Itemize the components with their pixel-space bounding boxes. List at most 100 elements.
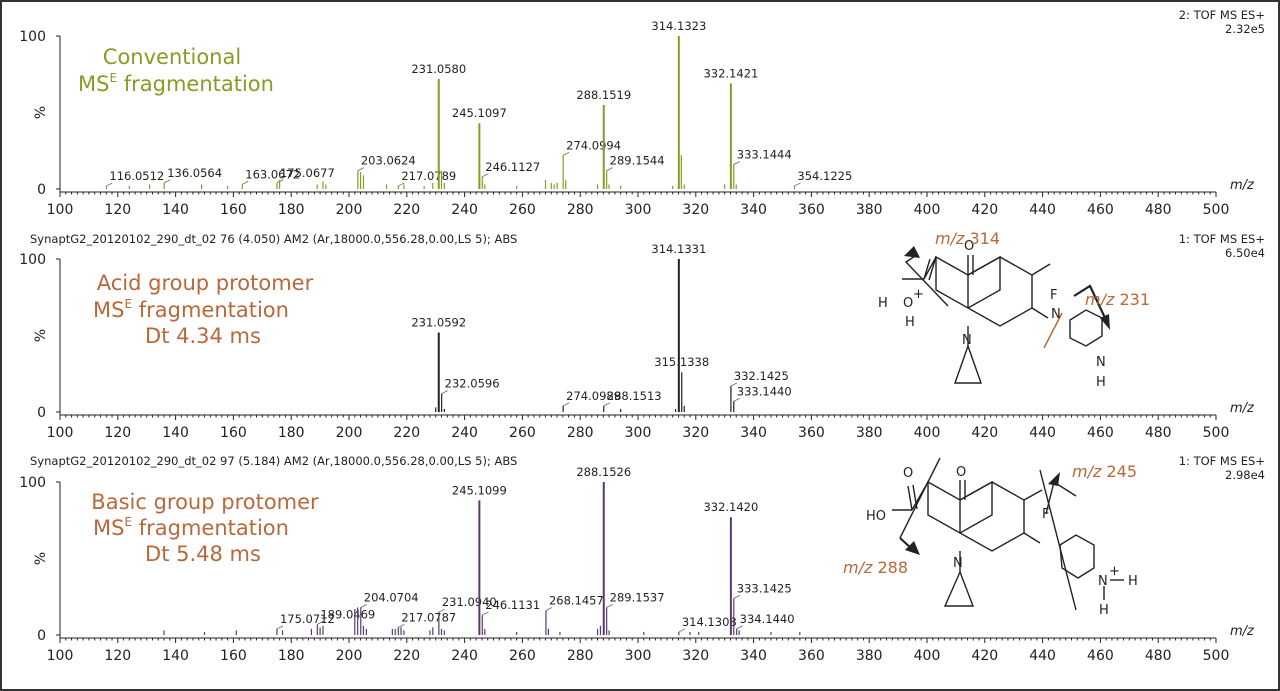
peak-label-leader — [733, 397, 740, 402]
peak-label: 288.1519 — [576, 88, 631, 102]
y-axis-label: % — [33, 106, 49, 119]
peak-label: 268.1457 — [549, 594, 604, 608]
x-tick-label: 200 — [336, 648, 363, 664]
x-tick-label: 400 — [914, 425, 941, 441]
x-tick-label: 420 — [971, 202, 998, 218]
acid-mz231-label: m/z 231 — [1085, 290, 1150, 309]
peak-label-leader — [736, 625, 743, 630]
basic-atom-ho: HO — [866, 509, 886, 524]
acid-atom-o2: O — [964, 239, 974, 254]
acid-atom-f: F — [1050, 288, 1057, 303]
basic-atom-o1: O — [903, 466, 913, 481]
peak-label-leader — [603, 402, 610, 407]
y-tick-label: 100 — [19, 29, 46, 45]
x-tick-label: 180 — [278, 648, 305, 664]
x-tick-label: 300 — [625, 202, 652, 218]
x-tick-label: 360 — [798, 202, 825, 218]
x-tick-label: 340 — [740, 202, 767, 218]
peak-label-leader — [276, 625, 284, 630]
x-tick-label: 420 — [971, 425, 998, 441]
peak-label-leader — [398, 623, 405, 628]
x-tick-label: 280 — [567, 425, 594, 441]
acid-atom-h3: H — [1096, 375, 1106, 390]
peak-label-leader — [733, 161, 740, 165]
x-tick-label: 280 — [567, 202, 594, 218]
x-tick-label: 500 — [1203, 425, 1230, 441]
peak-label: 232.0596 — [445, 377, 500, 391]
x-tick-label: 500 — [1203, 202, 1230, 218]
peak-label: 246.1131 — [485, 598, 540, 612]
acid-piperazine — [1069, 309, 1103, 347]
peak-label: 116.0512 — [109, 169, 164, 183]
spectrum-panel-3: SynaptG2_20120102_290_dt_02 97 (5.184) A… — [19, 454, 1265, 664]
x-tick-label: 220 — [393, 202, 420, 218]
basic-atom-h2: H — [1099, 603, 1109, 618]
peak-label: 315.1338 — [654, 355, 709, 369]
x-tick-label: 240 — [451, 648, 478, 664]
x-tick-label: 340 — [740, 648, 767, 664]
peak-label: 332.1420 — [703, 500, 758, 514]
y-tick-label: 0 — [37, 628, 46, 644]
panel-header-left: SynaptG2_20120102_290_dt_02 76 (4.050) A… — [30, 232, 517, 246]
y-tick-label: 100 — [19, 475, 46, 491]
acid-atom-plus: + — [913, 287, 924, 302]
x-tick-label: 440 — [1029, 648, 1056, 664]
y-tick-label: 0 — [37, 182, 46, 198]
x-tick-label: 320 — [682, 425, 709, 441]
peak-label: 289.1544 — [610, 154, 665, 168]
x-tick-label: 460 — [1087, 202, 1114, 218]
y-tick-label: 0 — [37, 405, 46, 421]
peak-label: 246.1127 — [485, 160, 540, 174]
peak-label-leader — [242, 181, 249, 185]
panel2-title-line1: Acid group protomer — [97, 271, 314, 295]
peak-label: 354.1225 — [797, 169, 852, 183]
x-tick-label: 360 — [798, 425, 825, 441]
peak-label: 231.0592 — [411, 315, 466, 329]
peak-label-leader — [317, 620, 324, 625]
x-tick-label: 140 — [162, 648, 189, 664]
peak-label-leader — [438, 608, 446, 613]
acid-protomer-structure — [902, 246, 1110, 384]
x-tick-label: 260 — [509, 202, 536, 218]
peak-label-leader — [357, 167, 365, 171]
y-axis-label: % — [33, 552, 49, 565]
x-tick-label: 160 — [220, 648, 247, 664]
peak-label: 333.1444 — [737, 148, 792, 162]
acid-atom-n1: N — [962, 333, 972, 348]
peak-label-leader — [164, 179, 171, 184]
peak-label-leader — [398, 182, 405, 187]
x-tick-label: 400 — [914, 648, 941, 664]
x-tick-label: 240 — [451, 202, 478, 218]
x-tick-label: 120 — [104, 425, 131, 441]
x-tick-label: 100 — [47, 202, 74, 218]
basic-atom-f: F — [1042, 507, 1049, 522]
peak-label: 217.0789 — [401, 169, 456, 183]
peak-label-leader — [794, 182, 801, 187]
peak-label: 274.0989 — [566, 389, 621, 403]
spectrum-panel-2: SynaptG2_20120102_290_dt_02 76 (4.050) A… — [19, 232, 1265, 441]
peak-label-leader — [606, 167, 613, 171]
peak-label: 332.1425 — [734, 369, 789, 383]
peak-label: 314.1323 — [651, 19, 706, 33]
peak-label: 333.1425 — [737, 581, 792, 595]
x-tick-label: 300 — [625, 425, 652, 441]
x-axis-label: m/z — [1230, 178, 1255, 193]
basic-protomer-structure — [892, 457, 1124, 611]
acid-atom-h: H — [878, 296, 888, 311]
x-axis-label: m/z — [1230, 401, 1255, 416]
basic-cyclopropyl — [943, 570, 975, 607]
peak-label: 203.0624 — [361, 154, 416, 168]
x-tick-label: 380 — [856, 648, 883, 664]
peak-label: 332.1421 — [703, 66, 758, 80]
basic-atom-o2: O — [956, 465, 966, 480]
basic-mz245-label: m/z 245 — [1072, 462, 1137, 481]
peak-label: 136.0564 — [167, 166, 222, 180]
x-tick-label: 240 — [451, 425, 478, 441]
panel1-title-line1: Conventional — [103, 45, 241, 69]
panel3-title-line3: Dt 5.48 ms — [145, 542, 261, 566]
peak-label: 334.1440 — [740, 612, 795, 626]
x-tick-label: 400 — [914, 202, 941, 218]
x-tick-label: 180 — [278, 425, 305, 441]
x-tick-label: 200 — [336, 202, 363, 218]
